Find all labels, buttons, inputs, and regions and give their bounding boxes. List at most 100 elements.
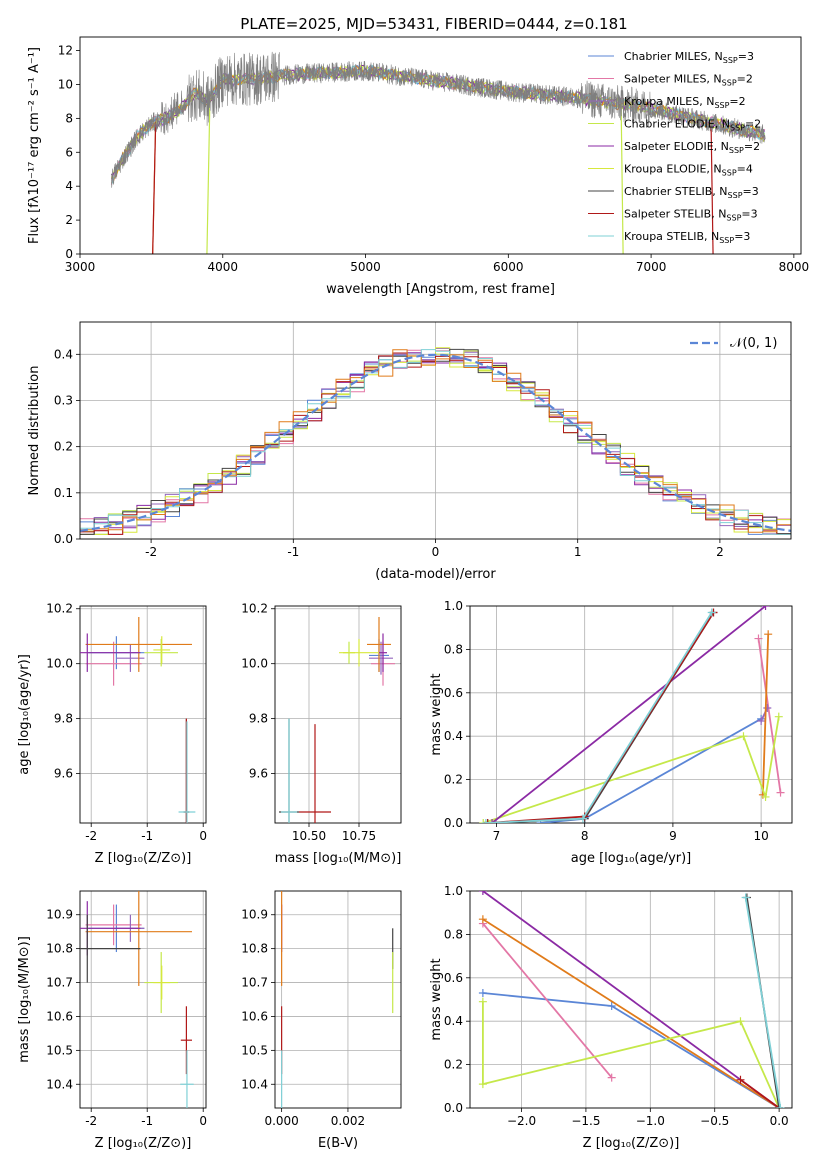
- spectrum-legend: Chabrier MILES, NSSP=3 Salpeter MILES, NS…: [588, 50, 761, 245]
- y-tick-label: 0.2: [444, 1058, 463, 1072]
- weight-marker: [607, 1002, 616, 1011]
- weight-line: [757, 638, 782, 793]
- weight-marker: [763, 703, 772, 712]
- y-tick-label: 0.4: [54, 347, 73, 361]
- y-tick-label: 10.2: [241, 602, 268, 616]
- age-vs-Z-panel: -2 -1 0 9.6 9.8 10.0 10.2 Z [log₁₀(Z/Z⊙)] age [l…: [17, 602, 207, 866]
- legend-text: Kroupa ELODIE, N: [624, 163, 722, 176]
- x-tick-label: 6000: [493, 260, 524, 274]
- y-tick-label: 10.7: [241, 976, 268, 990]
- y-tick-label: 10.9: [241, 908, 268, 922]
- legend-count: =2: [745, 118, 761, 131]
- legend-count: =3: [738, 50, 754, 63]
- x-tick-label: 8: [581, 829, 589, 843]
- spectrum-panel: 3000 4000 5000 6000 7000 8000 0 2 4 6 8 10 12 wavelen…: [27, 36, 809, 297]
- weight-marker: [478, 997, 487, 1006]
- legend-subscript: SSP: [714, 101, 729, 110]
- x-tick-label: 4000: [207, 260, 238, 274]
- legend-entry: Kroupa STELIB, NSSP=3: [624, 230, 750, 245]
- legend-subscript: SSP: [722, 169, 737, 178]
- weight-marker: [578, 814, 587, 823]
- legend-entry: 𝒩(0, 1): [730, 336, 777, 351]
- y-tick-label: 0.1: [54, 486, 73, 500]
- y-tick-label: 10: [58, 77, 73, 91]
- weight-marker: [479, 819, 488, 823]
- weight-line: [762, 634, 770, 795]
- weight-marker: [607, 1073, 616, 1082]
- residuals-panel: -2 -1 0 1 2 0.0 0.1 0.2 0.3 0.4 (data-model)/error…: [27, 321, 792, 582]
- weight-line: [540, 718, 762, 823]
- errorbar-area: [80, 891, 194, 1108]
- y-tick-label: 0.2: [444, 773, 463, 787]
- legend-entry: Kroupa ELODIE, NSSP=4: [624, 163, 753, 178]
- x-axis-label: E(B-V): [318, 1136, 358, 1151]
- x-tick-label: -2: [145, 545, 157, 559]
- axes-frame: [469, 890, 793, 1109]
- legend-subscript: SSP: [722, 79, 737, 88]
- legend-count: =2: [729, 95, 745, 108]
- legend-count: =3: [734, 230, 750, 243]
- legend-text: Kroupa MILES, N: [624, 95, 714, 108]
- y-tick-label: 10.5: [46, 1043, 73, 1057]
- y-tick-label: 10.7: [46, 976, 73, 990]
- y-tick-label: 0.0: [444, 816, 463, 830]
- legend-entry: Chabrier MILES, NSSP=3: [624, 50, 754, 65]
- figure-title: PLATE=2025, MJD=53431, FIBERID=0444, z=0…: [240, 15, 627, 33]
- legend-entry: Chabrier ELODIE, NSSP=2: [624, 118, 761, 133]
- x-tick-label: -1: [141, 1114, 153, 1128]
- legend-count: =4: [737, 163, 753, 176]
- y-tick-label: 0.2: [54, 440, 73, 454]
- legend-subscript: SSP: [729, 146, 744, 155]
- legend-text: Chabrier STELIB, N: [624, 185, 728, 198]
- model-edge-line: [710, 122, 714, 254]
- weight-line: [482, 891, 780, 1108]
- x-tick-label: -2: [85, 829, 97, 843]
- x-tick-label: 7000: [636, 260, 667, 274]
- weight-marker: [776, 788, 785, 797]
- weight-marker: [761, 792, 770, 801]
- y-tick-label: 0.0: [54, 532, 73, 546]
- legend-count: =2: [737, 73, 753, 86]
- weight-line: [482, 922, 613, 1079]
- x-axis-label: wavelength [Angstrom, rest frame]: [326, 282, 555, 297]
- age-vs-mass-panel: 10.50 10.75 9.6 9.8 10.0 10.2 mass [log₁₀(M/M⊙…: [241, 602, 402, 866]
- y-axis-label: Flux [fλ10⁻¹⁷ erg cm⁻² s⁻¹ A⁻¹]: [27, 47, 42, 244]
- y-axis-label: mass weight: [429, 958, 444, 1040]
- mass-vs-Z-panel: -2 -1 0 10.4 10.5 10.6 10.7 10.8 10.9 Z [log₁₀(Z/…: [17, 890, 207, 1151]
- x-tick-label: -1: [287, 545, 299, 559]
- y-tick-label: 9.6: [249, 767, 268, 781]
- x-tick-label: 0.002: [331, 1114, 365, 1128]
- weight-marker: [736, 1017, 745, 1026]
- legend-count: =3: [741, 208, 757, 221]
- weight-line: [482, 992, 780, 1108]
- weight-line: [744, 897, 782, 1108]
- x-tick-label: 0.000: [264, 1114, 298, 1128]
- x-axis-label: age [log₁₀(age/yr)]: [571, 851, 692, 866]
- x-axis-label: Z [log₁₀(Z/Z⊙)]: [583, 1136, 680, 1151]
- y-tick-label: 10.8: [241, 942, 268, 956]
- legend-entry: Salpeter MILES, NSSP=2: [624, 73, 753, 88]
- y-tick-label: 10.9: [46, 908, 73, 922]
- axes-frame: [79, 321, 792, 540]
- weight-line: [739, 1079, 780, 1108]
- x-tick-label: −2.0: [507, 1114, 536, 1128]
- weight-marker: [478, 891, 487, 895]
- axes-frame: [274, 605, 402, 824]
- x-tick-label: 10.50: [292, 829, 326, 843]
- axes-frame: [274, 890, 402, 1109]
- y-tick-label: 2: [65, 213, 73, 227]
- weight-lines-area: [478, 891, 785, 1108]
- model-edge-line: [206, 99, 211, 254]
- gaussian-curve: [80, 353, 791, 532]
- y-tick-label: 8: [65, 111, 73, 125]
- axes-frame: [79, 605, 207, 824]
- legend-subscript: SSP: [719, 236, 734, 245]
- y-tick-label: 10.4: [46, 1077, 73, 1091]
- weight-marker: [739, 732, 748, 741]
- y-tick-label: 1.0: [444, 599, 463, 613]
- legend-text: Kroupa STELIB, N: [624, 230, 719, 243]
- y-tick-label: 0.0: [444, 1101, 463, 1115]
- weight-lines-area: [479, 606, 785, 823]
- weight-marker: [761, 606, 770, 610]
- weight-marker: [764, 630, 773, 639]
